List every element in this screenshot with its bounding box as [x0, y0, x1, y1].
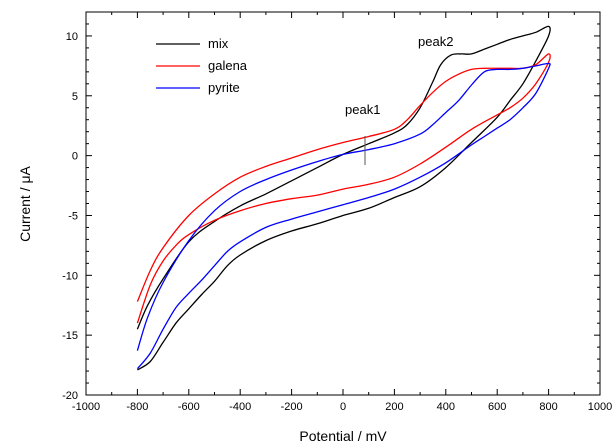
- x-tick-label: -200: [281, 401, 303, 413]
- x-tick-label: 1000: [588, 401, 612, 413]
- x-tick-label: 800: [539, 401, 557, 413]
- series-layer: [136, 25, 551, 371]
- legend-label-mix: mix: [208, 36, 229, 51]
- x-tick-label: 0: [340, 401, 346, 413]
- x-tick-label: -800: [126, 401, 148, 413]
- y-tick-label: -5: [68, 210, 78, 222]
- y-axis-title: Current / μA: [17, 165, 33, 241]
- x-tick-label: 200: [385, 401, 403, 413]
- y-tick-label: 5: [72, 91, 78, 103]
- series-line-pyrite: [136, 62, 551, 370]
- series-line-galena: [136, 53, 551, 324]
- y-tick-label: 0: [72, 151, 78, 163]
- legend-label-galena: galena: [208, 58, 248, 73]
- legend-label-pyrite: pyrite: [208, 80, 240, 95]
- y-tick-label: -20: [62, 390, 78, 402]
- series-line-mix: [136, 25, 551, 371]
- y-tick-label: 10: [66, 31, 78, 43]
- plot-frame: [85, 11, 601, 396]
- y-tick-label: -15: [62, 330, 78, 342]
- legend: mix galena pyrite: [156, 36, 248, 95]
- x-tick-label: -400: [229, 401, 251, 413]
- annotation-peak1: peak1: [345, 102, 380, 117]
- y-tick-label: -10: [62, 270, 78, 282]
- x-axis-title: Potential / mV: [299, 428, 387, 444]
- axis-ticks: -1000 -800 -600 -400 -200 0 200 400 600 800 1000-2…: [62, 11, 612, 413]
- annotation-peak2: peak2: [418, 34, 453, 49]
- x-tick-label: 400: [437, 401, 455, 413]
- x-tick-label: 600: [488, 401, 506, 413]
- x-tick-label: -1000: [72, 401, 100, 413]
- x-tick-label: -600: [178, 401, 200, 413]
